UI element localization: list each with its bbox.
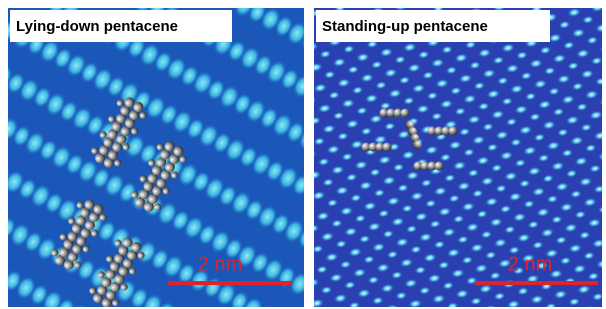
figure: Lying-down pentacene 2 nm Standing-up pe… (0, 0, 606, 309)
panel-title: Lying-down pentacene (16, 18, 178, 35)
scale-label: 2 nm (508, 253, 552, 275)
standing-up-image (314, 8, 602, 307)
panel-title: Standing-up pentacene (322, 18, 488, 35)
page: Lying-down pentacene 2 nm Standing-up pe… (0, 0, 606, 309)
scale-label: 2 nm (198, 253, 242, 275)
lying-down-image (8, 8, 304, 309)
